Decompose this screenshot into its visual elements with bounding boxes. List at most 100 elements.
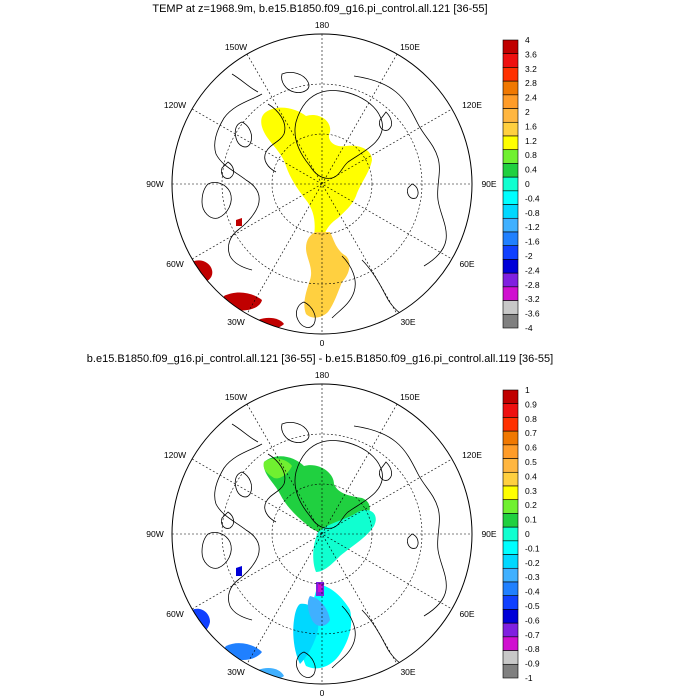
colorbar-tick-label: 0.4 bbox=[525, 471, 537, 481]
panel-1-lon-30E: 30E bbox=[400, 317, 415, 327]
colorbar-swatch bbox=[502, 663, 519, 679]
colorbar-tick-label: -2.4 bbox=[525, 265, 540, 275]
panel-2-field-green bbox=[263, 456, 370, 533]
colorbar-swatch bbox=[502, 471, 519, 487]
panel-2-lon-0: 0 bbox=[320, 688, 325, 698]
colorbar-tick-label: 2.4 bbox=[525, 93, 537, 103]
colorbar-tick-label: -1.2 bbox=[525, 222, 540, 232]
colorbar-tick-label: 0 bbox=[525, 179, 530, 189]
colorbar-swatch bbox=[502, 300, 519, 315]
colorbar-swatch bbox=[502, 108, 519, 123]
colorbar-swatch bbox=[502, 595, 519, 610]
colorbar-tick-label: -0.4 bbox=[525, 587, 540, 597]
colorbar-swatch bbox=[502, 609, 519, 624]
colorbar-swatch bbox=[502, 567, 519, 583]
colorbar-tick-label: -2 bbox=[525, 251, 533, 261]
panel-1-colorbar: 4 3.6 3.2 2.8 2.4 2 1.6 1.2 0.8 0.4 0 -0.4 -0.8 -1.2 -… bbox=[502, 35, 540, 333]
panel-1-field-orange bbox=[304, 232, 350, 318]
panel-2-field-cyan bbox=[313, 509, 376, 572]
panel-1-lon-120W: 120W bbox=[164, 100, 186, 110]
colorbar-swatch bbox=[502, 513, 519, 528]
colorbar-swatch bbox=[502, 149, 519, 164]
panel-2-title: b.e15.B1850.f09_g16.pi_control.all.121 [… bbox=[86, 353, 554, 365]
colorbar-swatch bbox=[502, 94, 519, 109]
colorbar-tick-label: -1 bbox=[525, 673, 533, 683]
colorbar-tick-label: -0.3 bbox=[525, 572, 540, 582]
colorbar-swatch bbox=[502, 499, 519, 514]
panel-2-field-magenta bbox=[318, 584, 322, 592]
colorbar-swatch bbox=[502, 80, 519, 96]
colorbar-tick-label: 0.7 bbox=[525, 428, 537, 438]
panel-1-lon-120E: 120E bbox=[462, 100, 482, 110]
colorbar-tick-label: -0.5 bbox=[525, 601, 540, 611]
panel-1-lon-150W: 150W bbox=[225, 42, 247, 52]
colorbar-tick-label: -0.1 bbox=[525, 543, 540, 553]
colorbar-tick-label: 1 bbox=[525, 385, 530, 395]
colorbar-swatch bbox=[502, 581, 519, 597]
colorbar-tick-label: -0.2 bbox=[525, 558, 540, 568]
panel-1-map-border bbox=[171, 33, 473, 335]
panel-2-colorbar: 1 0.9 0.8 0.7 0.6 0.5 0.4 0.3 0.2 0.1 0 -0.1 -0.2 -0.… bbox=[502, 385, 540, 683]
colorbar-swatch bbox=[502, 39, 519, 55]
colorbar-tick-label: -0.9 bbox=[525, 659, 540, 669]
colorbar-tick-label: 2.8 bbox=[525, 78, 537, 88]
colorbar-swatch bbox=[502, 204, 519, 219]
colorbar-swatch bbox=[502, 259, 519, 274]
panel-2-lon-90E: 90E bbox=[481, 529, 496, 539]
colorbar-tick-label: 0.4 bbox=[525, 165, 537, 175]
panel-2-lon-180: 180 bbox=[315, 370, 329, 380]
colorbar-swatch bbox=[502, 389, 519, 405]
colorbar-swatch bbox=[502, 554, 519, 569]
colorbar-swatch bbox=[502, 272, 519, 288]
colorbar-swatch bbox=[502, 53, 519, 68]
panel-2-lon-30W: 30W bbox=[227, 667, 244, 677]
panel-2-map: 180 150E 120E 90E 60E 30E 0 30W 60W 90W … bbox=[146, 370, 497, 698]
colorbar-swatch bbox=[502, 176, 519, 192]
colorbar-tick-label: 0.8 bbox=[525, 414, 537, 424]
colorbar-tick-label: 1.2 bbox=[525, 136, 537, 146]
colorbar-tick-label: -0.8 bbox=[525, 644, 540, 654]
panel-2-field-darkblue-4 bbox=[236, 566, 242, 576]
panel-2-field-blue bbox=[307, 596, 330, 626]
colorbar-tick-label: 1.6 bbox=[525, 121, 537, 131]
colorbar-swatch bbox=[502, 135, 519, 151]
panel-2-lon-90W: 90W bbox=[146, 529, 163, 539]
panel-1-lon-60E: 60E bbox=[459, 259, 474, 269]
colorbar-tick-label: -0.7 bbox=[525, 630, 540, 640]
colorbar-tick-label: 0.8 bbox=[525, 150, 537, 160]
panel-1-field-yellow bbox=[261, 107, 372, 237]
panel-2-lon-30E: 30E bbox=[400, 667, 415, 677]
colorbar-swatch bbox=[502, 67, 519, 82]
panel-1-lon-0: 0 bbox=[320, 338, 325, 348]
colorbar-tick-label: 0.1 bbox=[525, 515, 537, 525]
colorbar-tick-label: -1.6 bbox=[525, 237, 540, 247]
panel-2-field-darkblue-2 bbox=[224, 643, 262, 660]
colorbar-tick-label: 3.6 bbox=[525, 49, 537, 59]
colorbar-tick-label: -4 bbox=[525, 323, 533, 333]
colorbar-swatch bbox=[502, 231, 519, 247]
colorbar-swatch bbox=[502, 403, 519, 418]
colorbar-tick-label: -0.4 bbox=[525, 193, 540, 203]
panel-1-lon-30W: 30W bbox=[227, 317, 244, 327]
colorbar-tick-label: 0 bbox=[525, 529, 530, 539]
panel-2-lon-150E: 150E bbox=[400, 392, 420, 402]
panel-2-lon-60W: 60W bbox=[166, 609, 183, 619]
colorbar-swatch bbox=[502, 217, 519, 233]
colorbar-swatch bbox=[502, 190, 519, 205]
panel-2-lon-60E: 60E bbox=[459, 609, 474, 619]
colorbar-swatch bbox=[502, 245, 519, 260]
panel-1-field-red-3 bbox=[258, 317, 284, 329]
colorbar-tick-label: 0.2 bbox=[525, 500, 537, 510]
colorbar-tick-label: 0.6 bbox=[525, 443, 537, 453]
panel-1-field-red-4 bbox=[236, 218, 242, 226]
panel-1-lon-90E: 90E bbox=[481, 179, 496, 189]
colorbar-swatch bbox=[502, 622, 519, 638]
panel-2-map-border bbox=[171, 383, 473, 685]
panel-2-lon-120E: 120E bbox=[462, 450, 482, 460]
panel-1-lon-60W: 60W bbox=[166, 259, 183, 269]
colorbar-tick-label: 0.5 bbox=[525, 457, 537, 467]
colorbar-swatch bbox=[502, 430, 519, 446]
colorbar-swatch bbox=[502, 485, 519, 501]
colorbar-tick-label: 3.2 bbox=[525, 64, 537, 74]
